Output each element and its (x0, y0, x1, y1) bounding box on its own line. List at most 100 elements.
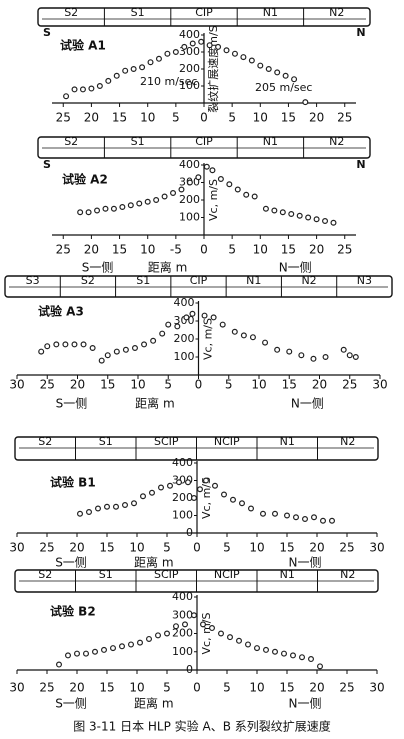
x-tick-label: 10 (140, 111, 155, 125)
data-point (91, 648, 98, 655)
pipe-section-label: N2 (340, 435, 355, 448)
data-point (158, 484, 165, 491)
y-tick-label: 100 (172, 645, 193, 658)
x-tick-label: 20 (309, 243, 324, 257)
data-point (240, 54, 247, 61)
data-point (271, 207, 278, 214)
x-tick-label: 30 (9, 378, 24, 392)
data-point (288, 211, 295, 218)
data-point (140, 493, 147, 500)
data-point (105, 77, 112, 84)
x-tick-label: 0 (193, 681, 201, 695)
data-point (181, 43, 188, 50)
pipe-section-label: CIP (195, 6, 213, 19)
data-point (155, 632, 162, 639)
data-point (170, 190, 177, 197)
data-point (203, 477, 210, 484)
data-point (274, 346, 281, 353)
data-point (128, 641, 135, 648)
data-point (155, 55, 162, 62)
data-point (64, 652, 71, 659)
data-point (340, 346, 347, 353)
x-tick-label: 10 (249, 681, 264, 695)
pipe-section-label: N2 (301, 274, 316, 287)
data-point (82, 650, 89, 657)
x-tick-label: 0 (200, 243, 208, 257)
data-point (113, 72, 120, 79)
data-point (165, 321, 172, 328)
x-tick-label: 0 (195, 378, 203, 392)
data-point (77, 209, 84, 216)
data-point (98, 357, 105, 364)
data-point (236, 637, 243, 644)
data-point (121, 502, 128, 509)
y-axis-label: Vc, m/S (200, 477, 213, 519)
x-tick-label: 25 (339, 541, 354, 555)
x-tick-label: 10 (253, 111, 268, 125)
data-point (100, 646, 107, 653)
data-point (322, 218, 329, 225)
x-tick-label: 30 (372, 378, 387, 392)
y-axis-label: Vc, m/S (200, 613, 213, 655)
data-point (71, 341, 78, 348)
pipe-section-label: CIP (190, 274, 208, 287)
data-point (206, 42, 213, 49)
pipe-section-label: S1 (99, 435, 113, 448)
pipe-section-label: NCIP (214, 435, 240, 448)
x-tick-label: 15 (99, 681, 114, 695)
x-tick-label: 20 (309, 111, 324, 125)
data-point (219, 321, 226, 328)
x-tick-label: 20 (70, 378, 85, 392)
pipe-section-label: S2 (38, 435, 52, 448)
x-tick-label: 15 (100, 378, 115, 392)
data-point (122, 67, 129, 74)
pipe-section-label: S2 (64, 135, 78, 148)
chart-title: 试验 A1 (60, 38, 106, 53)
y-tick-label: 100 (179, 79, 200, 92)
x-label-right: N一侧 (289, 697, 322, 711)
pipe-section-label: N1 (246, 274, 261, 287)
y-axis-label: 裂纹扩展速度m/S (206, 25, 220, 112)
x-tick-label: 10 (251, 378, 266, 392)
data-point (137, 639, 144, 646)
data-point (103, 503, 110, 510)
data-point (76, 510, 83, 517)
data-point (201, 312, 208, 319)
pipe-section-label: N2 (340, 568, 355, 581)
pipe-section-label: N1 (263, 135, 278, 148)
x-tick-label: 15 (99, 541, 114, 555)
x-tick-label: 5 (228, 243, 236, 257)
data-point (113, 348, 120, 355)
data-point (227, 634, 234, 641)
data-point (150, 337, 157, 344)
data-point (272, 648, 279, 655)
pipe-section-label: N2 (329, 6, 344, 19)
x-tick-label: 10 (129, 681, 144, 695)
y-axis-label: Vc, m/S (202, 318, 215, 360)
y-tick-label: 200 (179, 62, 200, 75)
x-tick-label: 10 (129, 541, 144, 555)
data-point (159, 330, 166, 337)
x-label-right: N一侧 (291, 397, 324, 411)
data-point (153, 197, 160, 204)
data-point (94, 505, 101, 512)
x-label-left: S一侧 (55, 556, 87, 570)
data-point (243, 191, 250, 198)
data-point (284, 512, 291, 519)
x-tick-label: 5 (163, 541, 171, 555)
data-point (209, 167, 216, 174)
y-tick-label: 200 (174, 332, 195, 345)
x-tick-label: 20 (69, 681, 84, 695)
data-point (127, 202, 134, 209)
data-point (274, 69, 281, 76)
x-axis-label: 距离 m (134, 555, 174, 570)
data-point (195, 174, 202, 181)
x-axis-label: 距离 m (135, 396, 175, 411)
x-tick-label: 25 (56, 243, 71, 257)
x-tick-label: 15 (279, 681, 294, 695)
data-point (172, 48, 179, 55)
data-point (109, 645, 116, 652)
data-point (223, 47, 230, 54)
data-point (200, 621, 207, 628)
